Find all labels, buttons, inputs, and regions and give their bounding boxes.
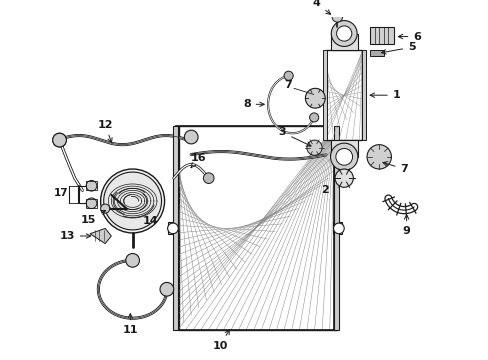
- Circle shape: [309, 113, 318, 122]
- Circle shape: [366, 145, 390, 169]
- Text: 10: 10: [212, 330, 229, 351]
- Circle shape: [333, 223, 344, 234]
- Text: 14: 14: [143, 216, 159, 226]
- Circle shape: [331, 12, 342, 22]
- Text: 5: 5: [381, 42, 415, 54]
- Bar: [369, 50, 383, 57]
- Bar: [330, 140, 357, 157]
- Circle shape: [305, 88, 325, 108]
- Text: 9: 9: [402, 215, 410, 237]
- Text: 17: 17: [54, 188, 68, 198]
- Bar: [179, 126, 337, 330]
- Circle shape: [330, 143, 357, 171]
- Text: 2: 2: [321, 185, 328, 194]
- Circle shape: [160, 283, 173, 296]
- Circle shape: [284, 71, 293, 80]
- Text: 1: 1: [369, 90, 400, 100]
- Text: 7: 7: [382, 162, 407, 174]
- Bar: [369, 27, 394, 44]
- Circle shape: [86, 198, 97, 208]
- Text: 4: 4: [312, 0, 330, 14]
- Circle shape: [53, 133, 66, 147]
- Circle shape: [184, 130, 198, 144]
- Circle shape: [203, 173, 214, 184]
- Bar: [173, 126, 177, 330]
- Circle shape: [101, 169, 164, 233]
- Circle shape: [336, 26, 351, 41]
- Text: 8: 8: [243, 99, 264, 109]
- Bar: [332, 222, 341, 234]
- Bar: [325, 50, 362, 140]
- Bar: [362, 50, 366, 140]
- Circle shape: [101, 204, 109, 213]
- Text: 13: 13: [60, 231, 90, 241]
- Circle shape: [306, 140, 322, 155]
- Circle shape: [167, 223, 178, 234]
- Text: 3: 3: [278, 127, 310, 146]
- Bar: [322, 50, 326, 140]
- Text: 12: 12: [97, 120, 113, 143]
- Bar: [168, 222, 177, 234]
- Text: 6: 6: [398, 32, 420, 41]
- Text: 15: 15: [81, 211, 105, 225]
- Text: 11: 11: [122, 314, 138, 336]
- Circle shape: [86, 180, 97, 191]
- Text: 7: 7: [284, 80, 291, 90]
- Bar: [86, 199, 97, 208]
- Text: 16: 16: [191, 153, 206, 168]
- Circle shape: [125, 253, 139, 267]
- Circle shape: [335, 148, 352, 165]
- Bar: [330, 33, 357, 50]
- Bar: [334, 126, 338, 330]
- Polygon shape: [90, 228, 111, 244]
- Bar: [176, 126, 334, 330]
- Circle shape: [53, 133, 66, 147]
- Polygon shape: [103, 172, 161, 230]
- Circle shape: [334, 169, 353, 187]
- Bar: [86, 181, 97, 190]
- Circle shape: [330, 21, 356, 46]
